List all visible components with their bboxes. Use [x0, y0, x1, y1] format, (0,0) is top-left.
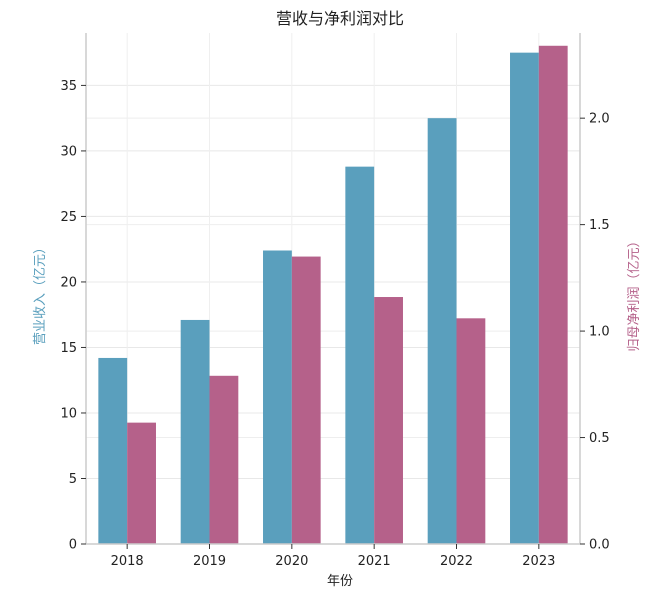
y-axis-left-label: 营业收入（亿元） — [33, 241, 48, 345]
y-left-tick-label: 35 — [60, 79, 77, 94]
y-left-tick-label: 15 — [60, 341, 77, 356]
y-axis-right-label: 归母净利润（亿元） — [627, 234, 642, 351]
y-left-tick-label: 0 — [69, 538, 77, 553]
revenue-bar-2019 — [180, 319, 210, 544]
chart-title: 营收与净利润对比 — [276, 9, 404, 28]
y-right-tick-label: 0.0 — [589, 538, 610, 553]
x-tick-label: 2019 — [193, 554, 226, 569]
revenue-bar-2022 — [427, 118, 457, 545]
x-tick-label: 2021 — [358, 554, 391, 569]
profit-bar-2020 — [291, 256, 321, 544]
x-tick-label: 2020 — [275, 554, 308, 569]
revenue-bar-2018 — [98, 357, 128, 544]
profit-bar-2022 — [456, 318, 486, 544]
revenue-bar-2021 — [345, 166, 375, 544]
y-right-tick-label: 1.0 — [589, 325, 610, 340]
y-right-tick-label: 1.5 — [589, 218, 610, 233]
y-left-tick-label: 25 — [60, 210, 77, 225]
bars-layer — [98, 45, 568, 545]
profit-bar-2021 — [374, 297, 403, 544]
y-left-tick-label: 30 — [60, 144, 77, 159]
profit-bar-2023 — [538, 45, 568, 545]
x-tick-label: 2022 — [440, 554, 473, 569]
profit-bar-2018 — [127, 422, 156, 544]
x-tick-label: 2023 — [522, 554, 555, 569]
y-left-tick-label: 10 — [60, 406, 77, 421]
grid-layer — [86, 33, 580, 545]
y-right-tick-label: 0.5 — [589, 431, 610, 446]
y-left-tick-label: 5 — [69, 472, 77, 487]
y-right-tick-label: 2.0 — [589, 112, 610, 127]
x-tick-label: 2018 — [111, 554, 144, 569]
revenue-bar-2023 — [510, 52, 539, 545]
revenue-bar-2020 — [263, 250, 292, 544]
x-axis-label: 年份 — [327, 574, 353, 589]
axes-layer: 0 5 10 15 20 25 30 35 0.0 0.5 1.0 1.5 2.0 2018 2019 202… — [60, 33, 610, 569]
profit-bar-2019 — [209, 375, 239, 544]
y-left-tick-label: 20 — [60, 275, 77, 290]
